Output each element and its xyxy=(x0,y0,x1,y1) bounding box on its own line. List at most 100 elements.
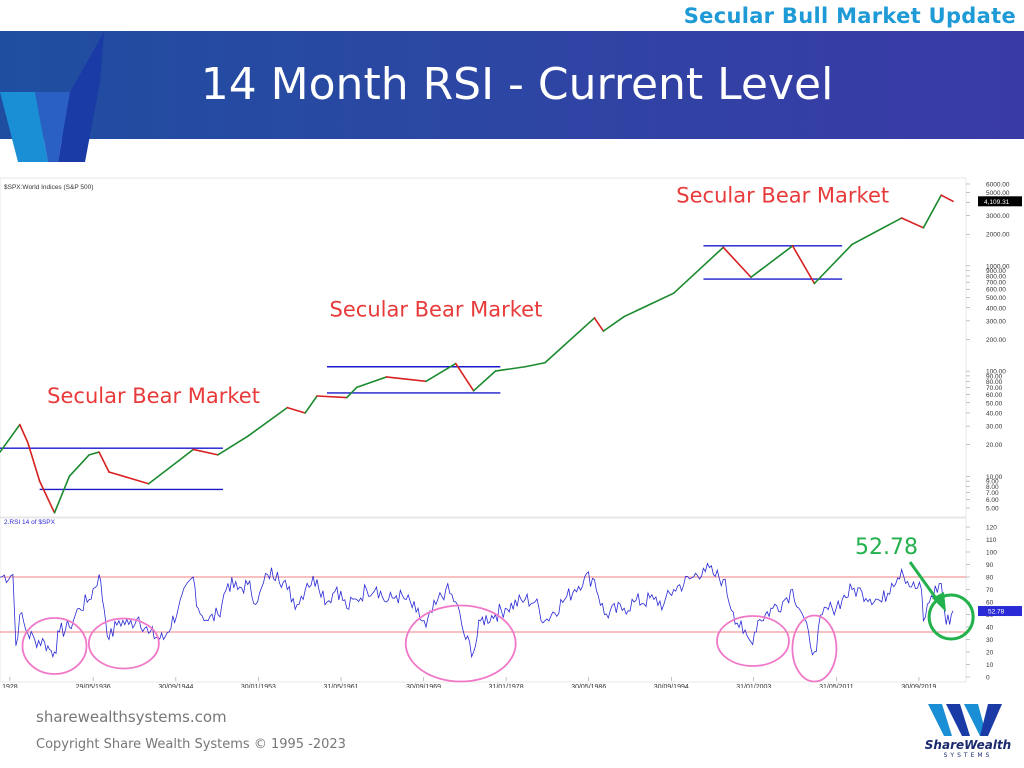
rsi-callout-text: 52.78 xyxy=(855,535,918,560)
section-title: Secular Bull Market Update xyxy=(683,4,1016,28)
oversold-circle xyxy=(791,614,838,683)
price-segment xyxy=(791,245,816,285)
price-segment xyxy=(286,406,306,414)
slide-title: 14 Month RSI - Current Level xyxy=(200,59,834,110)
price-tick-label: 500.00 xyxy=(986,295,1006,302)
price-tick-label: 800.00 xyxy=(986,274,1006,281)
price-segment xyxy=(68,454,90,478)
rsi-tick-label: 30 xyxy=(986,637,994,644)
price-segment xyxy=(544,317,596,364)
price-panel-label: $SPX:World Indices (S&P 500) xyxy=(4,184,93,191)
price-segment xyxy=(813,243,853,285)
price-segment xyxy=(851,217,903,246)
price-segment xyxy=(192,448,219,456)
x-tick-label: 31/05/2011 xyxy=(819,684,854,688)
rsi-panel-label: 2.RSI 14 of $SPX xyxy=(4,519,56,526)
x-axis: 1928 29/05/1936 30/09/1944 30/01/1953 31/05/… xyxy=(2,677,937,688)
oversold-circle xyxy=(404,604,517,683)
rsi-current-value: 52.78 xyxy=(988,609,1005,616)
price-tick-label: 6000.00 xyxy=(986,182,1010,189)
price-segment xyxy=(88,451,100,456)
price-segment xyxy=(672,246,725,294)
price-segment xyxy=(593,317,605,332)
rsi-series xyxy=(0,562,954,659)
price-segment xyxy=(524,361,546,368)
price-segment xyxy=(472,370,497,392)
price-tick-label: 400.00 xyxy=(986,305,1006,312)
rsi-tick-label: 60 xyxy=(986,600,994,607)
price-segment xyxy=(623,292,675,318)
x-tick-label: 30/09/2019 xyxy=(901,684,936,688)
price-tick-label: 10.00 xyxy=(986,474,1003,481)
rsi-reference-lines xyxy=(0,576,966,633)
price-segment xyxy=(26,441,41,482)
price-tick-label: 20.00 xyxy=(986,442,1003,449)
rsi-tick-label: 10 xyxy=(986,662,994,669)
price-tick-label: 3000.00 xyxy=(986,213,1010,220)
price-tick-label: 90.00 xyxy=(986,373,1003,380)
price-segment xyxy=(217,435,249,456)
sharewealth-n-logo xyxy=(0,32,104,162)
price-tick-label: 6.00 xyxy=(986,497,999,504)
footer-site: sharewealthsystems.com xyxy=(36,708,227,726)
price-last-value-box xyxy=(978,196,1022,207)
price-segment xyxy=(922,194,943,229)
price-tick-label: 300.00 xyxy=(986,318,1006,325)
price-tick-label: 5.00 xyxy=(986,506,999,513)
oversold-circle xyxy=(716,615,790,667)
current-level-circle xyxy=(927,593,975,641)
price-segment xyxy=(177,448,194,462)
price-segment xyxy=(355,376,388,389)
price-series xyxy=(0,194,954,514)
price-segment xyxy=(316,395,348,399)
price-tick-label: 60.00 xyxy=(986,392,1003,399)
price-segment xyxy=(900,217,925,229)
price-tick-label: 30.00 xyxy=(986,424,1003,431)
price-segment xyxy=(494,365,526,372)
price-tick-label: 200.00 xyxy=(986,337,1006,344)
price-segment xyxy=(147,460,180,485)
price-tick-label: 7.00 xyxy=(986,490,999,497)
price-segment xyxy=(602,315,625,332)
x-tick-label: 30/09/1969 xyxy=(406,684,441,688)
price-tick-label: 5000.00 xyxy=(986,190,1010,197)
x-tick-label: 1928 xyxy=(2,684,18,688)
rsi-circles xyxy=(21,593,975,683)
chart-area: $SPX:World Indices (S&P 500) 2.RSI 14 of… xyxy=(0,177,1022,688)
secular-bear-label: Secular Bear Market xyxy=(676,184,889,208)
price-segment xyxy=(19,423,29,444)
price-tick-label: 600.00 xyxy=(986,287,1006,294)
price-tick-label: 1000.00 xyxy=(986,263,1010,270)
logo-text: ShareWealth xyxy=(924,738,1012,752)
logo-subtext: SYSTEMS xyxy=(943,752,993,759)
oversold-circle xyxy=(21,617,88,675)
price-segment xyxy=(722,246,752,279)
price-tick-label: 100.00 xyxy=(986,369,1006,376)
price-axis: 6000.005000.004000.003000.002000.001000.… xyxy=(966,182,1022,513)
price-segment xyxy=(98,451,110,473)
price-tick-label: 9.00 xyxy=(986,479,999,486)
secular-bear-label: Secular Bear Market xyxy=(47,384,260,408)
rsi-tick-label: 120 xyxy=(986,525,997,532)
price-segment xyxy=(345,386,358,399)
rsi-tick-label: 20 xyxy=(986,650,994,657)
oversold-circle xyxy=(87,617,160,670)
price-tick-label: 2000.00 xyxy=(986,232,1010,239)
x-tick-label: 30/09/1994 xyxy=(654,684,689,688)
price-tick-label: 40.00 xyxy=(986,410,1003,417)
rsi-tick-label: 110 xyxy=(986,537,997,544)
price-segment xyxy=(53,475,71,514)
price-segment xyxy=(454,362,475,392)
price-tick-label: 900.00 xyxy=(986,268,1006,275)
rsi-axis: 120110100908070605040302010052.78 xyxy=(966,525,1022,682)
price-last-value: 4,109.31 xyxy=(984,199,1010,206)
price-tick-label: 80.00 xyxy=(986,379,1003,386)
rsi-tick-label: 80 xyxy=(986,575,994,582)
x-tick-label: 31/01/2003 xyxy=(736,684,771,688)
price-tick-label: 70.00 xyxy=(986,385,1003,392)
rsi-tick-label: 0 xyxy=(986,675,990,682)
price-segment xyxy=(38,480,56,514)
price-segment xyxy=(750,245,794,279)
rsi-tick-label: 100 xyxy=(986,550,997,557)
price-segment xyxy=(304,395,318,414)
